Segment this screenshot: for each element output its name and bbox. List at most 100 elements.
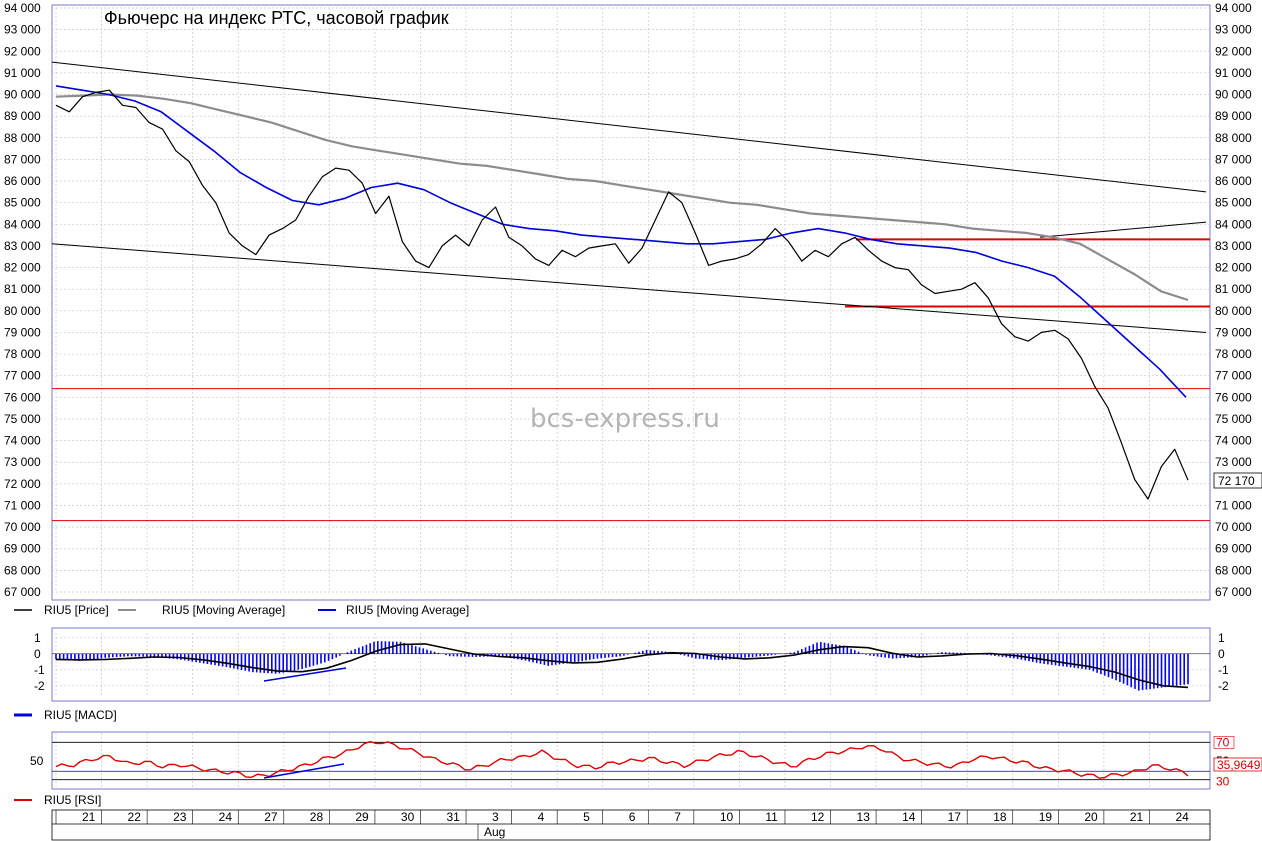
price-tick-label-left: 87 000: [4, 152, 41, 166]
price-tick-label-left: 76 000: [4, 390, 41, 404]
macd-panel-frame: [51, 627, 1211, 702]
last-price-tag: [1213, 472, 1262, 489]
date-label: 29: [355, 810, 369, 824]
macd-tick-label-right: 1: [1218, 631, 1225, 645]
channel-lower-line: [51, 243, 1207, 333]
price-tick-label-left: 81 000: [4, 282, 41, 296]
rsi-tick-label-right: 70: [1216, 735, 1230, 749]
date-label: 11: [765, 810, 778, 824]
price-tick-label-left: 90 000: [4, 88, 41, 102]
date-label: 7: [674, 810, 681, 824]
price-tick-label-right: 71 000: [1215, 498, 1252, 512]
price-tick-label-left: 84 000: [4, 217, 41, 231]
trend-channel: [51, 61, 1207, 333]
price-tick-label-left: 85 000: [4, 196, 41, 210]
price-tick-label-left: 68 000: [4, 563, 41, 577]
price-tick-label-left: 69 000: [4, 542, 41, 556]
price-tick-label-right: 77 000: [1215, 369, 1252, 383]
price-panel-frame: [51, 4, 1211, 601]
price-tick-label-right: 83 000: [1215, 239, 1252, 253]
price-axis-left: 94 000 93 000 92 000 91 000 90 000 89 000 88 0…: [4, 1, 41, 599]
price-tick-label-left: 92 000: [4, 44, 41, 58]
price-tick-label-left: 88 000: [4, 131, 41, 145]
price-tick-label-right: 94 000: [1215, 1, 1252, 15]
rsi-value-tag: [1213, 757, 1262, 772]
legend-macd-label: RIU5 [MACD]: [44, 708, 117, 722]
price-series: [55, 85, 1189, 500]
rsi-axis: 50705030: [30, 735, 1235, 789]
price-tick-label-left: 89 000: [4, 109, 41, 123]
price-tick-label-right: 79 000: [1215, 325, 1252, 339]
macd-signal-line: [55, 643, 1189, 689]
date-label: 21: [82, 810, 96, 824]
legend-price-label: RIU5 [Price]: [44, 603, 109, 617]
price-tick-label-right: 85 000: [1215, 196, 1252, 210]
price-tick-label-left: 79 000: [4, 325, 41, 339]
date-label: 4: [538, 810, 545, 824]
price-axis-right: 94 000 93 000 92 000 91 000 90 000 89 000 88 0…: [1215, 1, 1252, 599]
chart-title: Фьючерс на индекс РТС, часовой график: [104, 8, 449, 28]
last-price-label: 72 170: [1218, 474, 1255, 488]
price-tick-label-right: 91 000: [1215, 66, 1252, 80]
ma-slow-line: [55, 93, 1189, 302]
date-label: 13: [857, 810, 871, 824]
rsi-overbought-tag: [1213, 736, 1235, 749]
rsi-value-label: 35,9649: [1217, 758, 1261, 772]
price-tick-label-left: 75 000: [4, 412, 41, 426]
date-label: 30: [401, 810, 415, 824]
price-tick-label-right: 82 000: [1215, 261, 1252, 275]
price-tick-label-left: 70 000: [4, 520, 41, 534]
price-tick-label-left: 91 000: [4, 66, 41, 80]
date-label: 28: [310, 810, 324, 824]
ma-fast-line: [55, 85, 1187, 398]
price-tick-label-left: 80 000: [4, 304, 41, 318]
date-axis-frame: [51, 809, 1211, 841]
date-label: 31: [446, 810, 460, 824]
price-tick-label-right: 90 000: [1215, 88, 1252, 102]
price-tick-label-right: 70 000: [1215, 520, 1252, 534]
price-tick-label-right: 89 000: [1215, 109, 1252, 123]
macd-histogram: [52, 641, 1210, 691]
price-tick-label-left: 72 000: [4, 477, 41, 491]
legend-rsi-label: RIU5 [RSI]: [44, 793, 101, 807]
month-label: Aug: [484, 825, 505, 839]
price-tick-label-right: 84 000: [1215, 217, 1252, 231]
rsi-series: [55, 740, 1189, 779]
date-label: 23: [173, 810, 187, 824]
price-tick-label-right: 81 000: [1215, 282, 1252, 296]
legend-ma-slow-label: RIU5 [Moving Average]: [162, 603, 285, 617]
price-tick-label-left: 83 000: [4, 239, 41, 253]
channel-upper-line: [1039, 221, 1207, 238]
price-tick-label-right: 69 000: [1215, 542, 1252, 556]
date-label: 22: [128, 810, 142, 824]
price-tick-label-left: 93 000: [4, 23, 41, 37]
price-tick-label-left: 94 000: [4, 1, 41, 15]
macd-divergence-line: [263, 667, 347, 682]
date-label: 14: [902, 810, 916, 824]
price-tick-label-right: 78 000: [1215, 347, 1252, 361]
date-label: 24: [219, 810, 233, 824]
price-tick-label-right: 76 000: [1215, 390, 1252, 404]
rsi-panel-frame: [51, 731, 1211, 790]
price-tick-label-left: 82 000: [4, 261, 41, 275]
price-tick-label-left: 78 000: [4, 347, 41, 361]
date-label: 19: [1039, 810, 1053, 824]
price-tick-label-right: 80 000: [1215, 304, 1252, 318]
macd-tick-label-left: 0: [34, 647, 41, 661]
date-axis: 21 22 23 24 27 28 29 30 31 3 4 5 6 7 10 11 12 13 14 17 18 19 2…: [55, 810, 1189, 840]
price-tick-label-right: 87 000: [1215, 152, 1252, 166]
date-label: 20: [1084, 810, 1098, 824]
price-tick-label-right: 74 000: [1215, 434, 1252, 448]
date-label: 3: [492, 810, 499, 824]
rsi-divergence-line: [263, 763, 345, 779]
rsi-tick-label-left: 50: [30, 754, 44, 768]
price-tick-label-right: 67 000: [1215, 585, 1252, 599]
price-tick-label-right: 93 000: [1215, 23, 1252, 37]
support-resistance-levels: [52, 238, 1210, 522]
watermark: bcs-express.ru: [530, 404, 720, 434]
date-label: 24: [1175, 810, 1189, 824]
price-tick-label-left: 86 000: [4, 174, 41, 188]
price-tick-label-right: 73 000: [1215, 455, 1252, 469]
rsi-tick-label-right: 30: [1216, 775, 1230, 789]
